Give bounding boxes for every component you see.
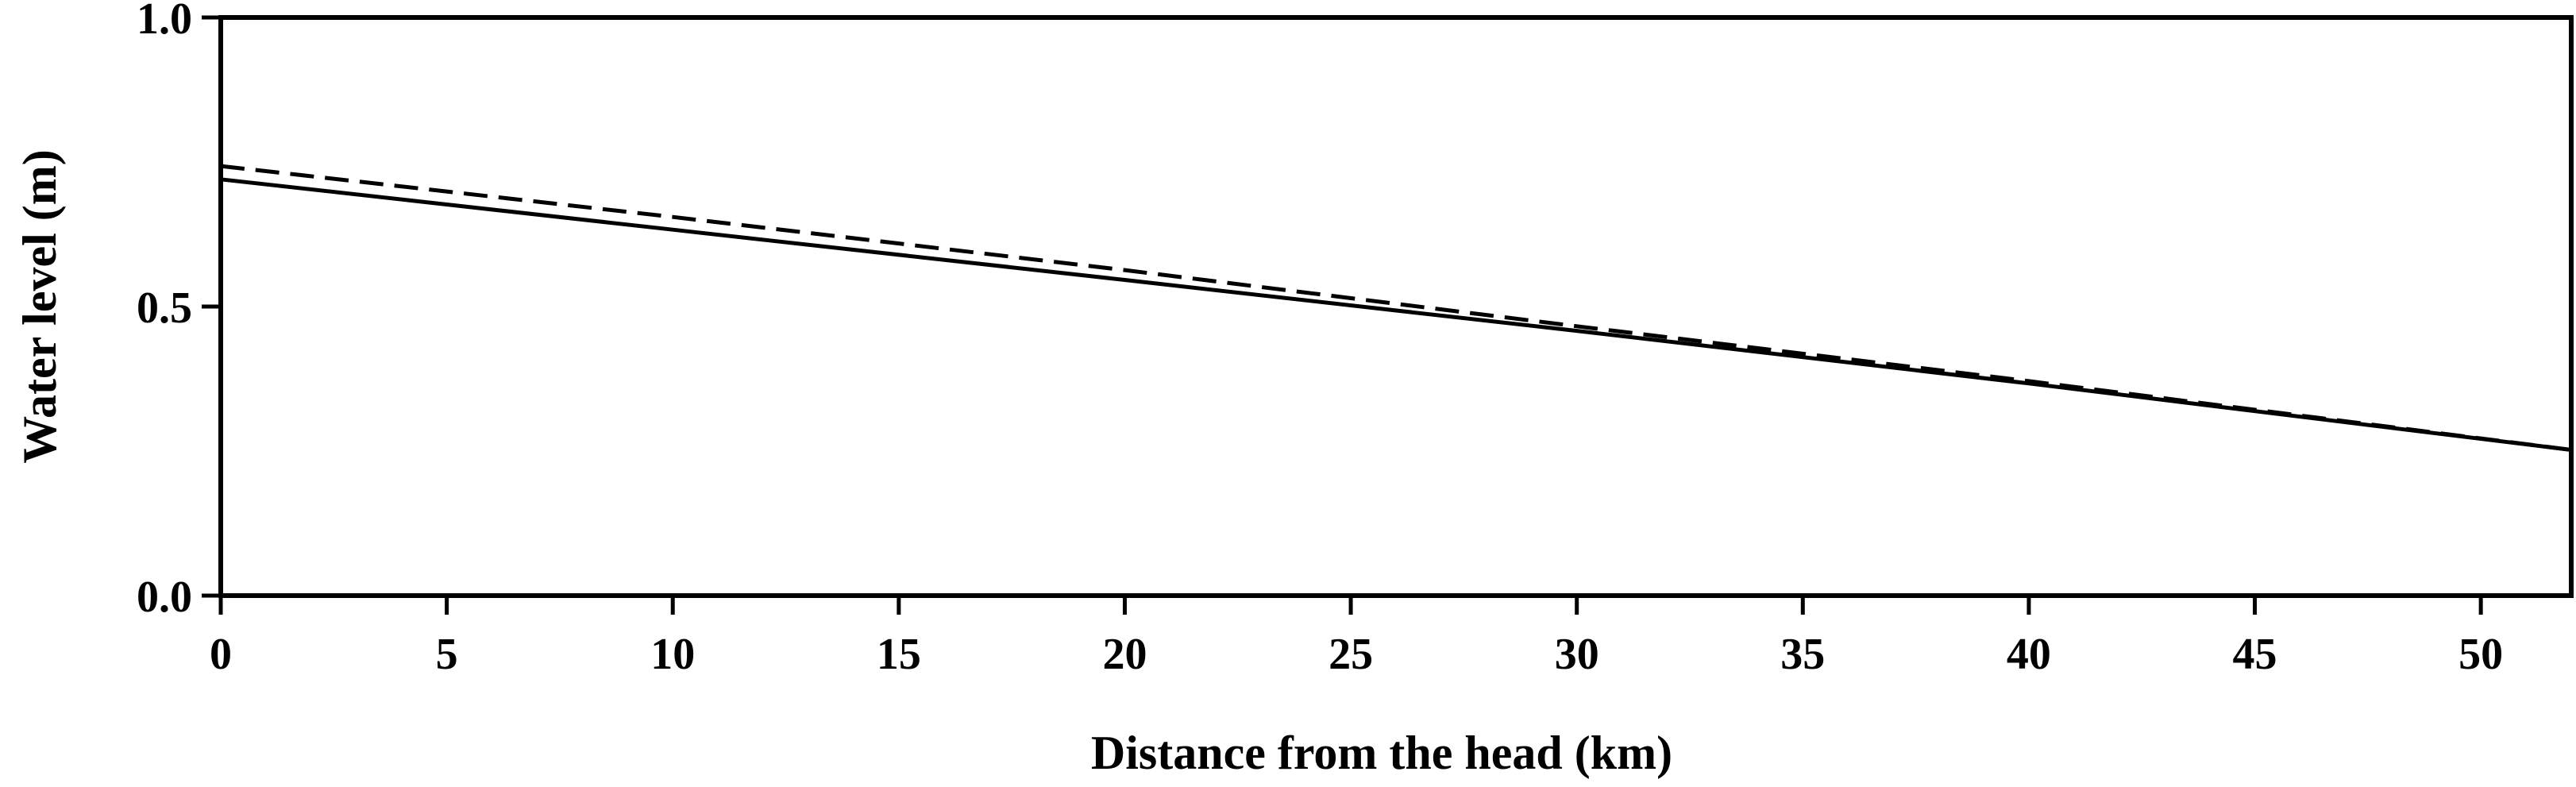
series-line-solid xyxy=(220,177,2572,452)
y-axis-title: Water level (m) xyxy=(13,149,66,463)
x-tick-label: 40 xyxy=(2007,630,2051,679)
x-tick-label: 50 xyxy=(2458,630,2503,679)
y-tick-label: 1.0 xyxy=(137,0,192,44)
x-tick-label: 0 xyxy=(210,630,232,679)
x-tick-label: 5 xyxy=(436,630,458,679)
series-line-dashed xyxy=(220,164,2572,452)
x-tick-label: 30 xyxy=(1555,630,1599,679)
x-tick-label: 15 xyxy=(877,630,921,679)
x-tick-label: 10 xyxy=(650,630,695,679)
x-tick-label: 45 xyxy=(2233,630,2277,679)
x-tick-label: 35 xyxy=(1780,630,1825,679)
y-tick-label: 0.5 xyxy=(137,284,192,333)
y-axis: 0.0 0.5 1.0 xyxy=(137,0,221,622)
x-tick-label: 25 xyxy=(1328,630,1373,679)
x-axis-title: Distance from the head (km) xyxy=(1091,727,1672,779)
series-layer xyxy=(220,164,2572,452)
y-tick-label: 0.0 xyxy=(137,573,192,622)
x-axis: 0 5 10 15 20 25 30 35 40 45 50 xyxy=(210,596,2503,679)
plot-frame xyxy=(218,15,2574,598)
x-tick-label: 20 xyxy=(1102,630,1147,679)
